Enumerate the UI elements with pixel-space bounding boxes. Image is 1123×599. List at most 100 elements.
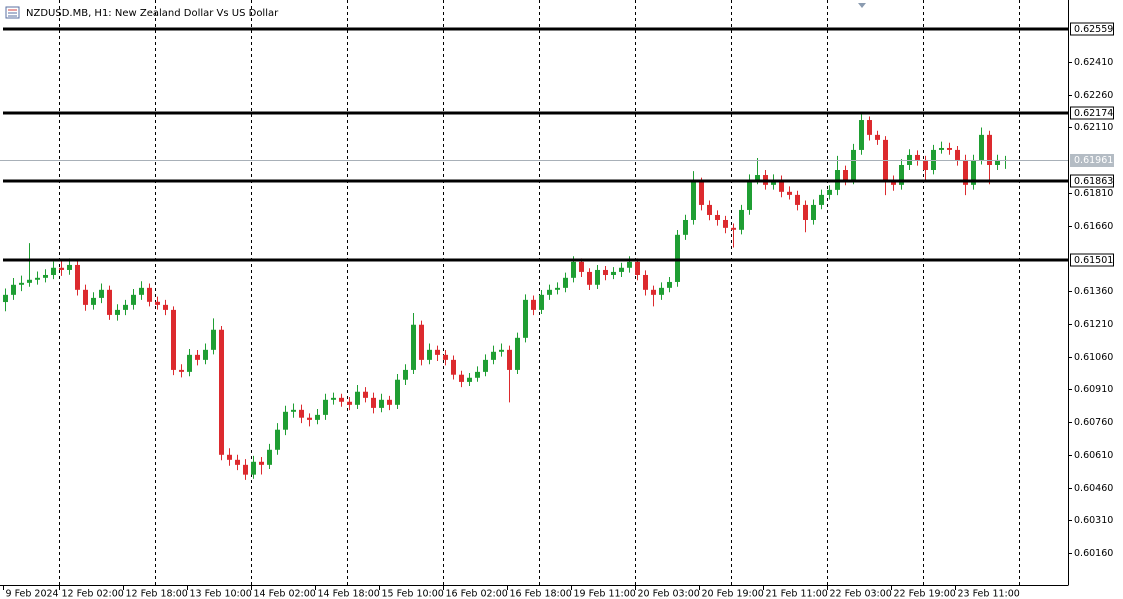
candle-body — [387, 399, 392, 405]
candle-body — [131, 294, 136, 305]
candle-body — [507, 349, 512, 370]
candle-body — [667, 281, 672, 288]
candle-body — [707, 204, 712, 215]
level-label: 0.61863 — [1074, 176, 1113, 187]
y-tick-label: 0.60460 — [1074, 483, 1113, 494]
x-tick-label: 23 Feb 11:00 — [958, 589, 1020, 599]
candle-body — [115, 309, 120, 315]
candle-body — [211, 329, 216, 350]
x-tick-label: 16 Feb 18:00 — [510, 589, 572, 599]
scroll-marker — [858, 3, 866, 8]
candle-body — [331, 397, 336, 400]
x-tick-label: 14 Feb 02:00 — [254, 589, 316, 599]
candle-body — [355, 391, 360, 405]
title-block: NZDUSD.MB, H1: New Zealand Dollar Vs US … — [5, 6, 279, 19]
candle-body — [347, 401, 352, 405]
y-tick-label: 0.60610 — [1074, 450, 1113, 461]
candles-layer — [3, 114, 1008, 480]
candle-body — [987, 134, 992, 165]
candle-body — [539, 294, 544, 310]
x-tick-label: 12 Feb 02:00 — [62, 589, 124, 599]
candle-body — [555, 287, 560, 290]
candle-body — [523, 299, 528, 338]
levels-layer: 0.61961 0.62559 0.62174 0.61863 0.61501 — [0, 22, 1114, 267]
candle-body — [915, 154, 920, 160]
x-tick-label: 9 Feb 2024 — [6, 589, 59, 599]
candle-body — [611, 271, 616, 275]
candle-body — [107, 289, 112, 315]
candle-body — [995, 159, 1000, 165]
candle-body — [715, 214, 720, 220]
candle-body — [51, 267, 56, 275]
level-label-box — [1070, 253, 1114, 267]
candle-body — [195, 354, 200, 360]
candle-body — [851, 149, 856, 180]
candle-body — [875, 134, 880, 140]
y-tick-label: 0.60310 — [1074, 515, 1113, 526]
candle-body — [59, 267, 64, 270]
y-tick-label: 0.62110 — [1074, 122, 1113, 133]
candle-body — [171, 309, 176, 370]
candle-body — [619, 267, 624, 272]
y-tick-label: 0.62260 — [1074, 90, 1113, 101]
candle-body — [827, 189, 832, 195]
candle-body — [299, 409, 304, 418]
candle-body — [123, 304, 128, 310]
candle-body — [483, 359, 488, 372]
candle-body — [747, 179, 752, 210]
x-tick-label: 21 Feb 11:00 — [766, 589, 828, 599]
candle-body — [635, 261, 640, 275]
x-tick-label: 13 Feb 10:00 — [190, 589, 252, 599]
candle-body — [291, 409, 296, 412]
candle-body — [923, 159, 928, 171]
candle-body — [779, 179, 784, 192]
x-tick-label: 20 Feb 03:00 — [638, 589, 700, 599]
x-tick-label: 16 Feb 02:00 — [446, 589, 508, 599]
axis-layer: 0.62410 0.62260 0.62110 0.61810 0.61660 0.613… — [3, 57, 1113, 599]
x-tick-label: 14 Feb 18:00 — [318, 589, 380, 599]
candle-body — [979, 134, 984, 160]
candle-body — [35, 277, 40, 280]
candle-body — [147, 287, 152, 302]
grid-layer — [59, 0, 1020, 585]
candle-body — [691, 182, 696, 220]
y-tick-label: 0.60910 — [1074, 384, 1113, 395]
candle-body — [955, 149, 960, 160]
candle-body — [315, 414, 320, 420]
y-tick-label: 0.60160 — [1074, 548, 1113, 559]
candle-body — [907, 154, 912, 165]
candle-body — [411, 324, 416, 370]
candle-body — [443, 354, 448, 360]
candle-body — [339, 397, 344, 402]
candle-body — [499, 349, 504, 352]
level-label: 0.62559 — [1074, 24, 1113, 35]
candle-body — [163, 304, 168, 310]
candle-body — [491, 351, 496, 360]
candle-body — [139, 287, 144, 295]
candle-body — [67, 264, 72, 270]
x-tick-label: 22 Feb 03:00 — [830, 589, 892, 599]
candle-body — [563, 277, 568, 288]
candle-body — [155, 301, 160, 305]
candle-body — [379, 399, 384, 408]
candle-body — [475, 371, 480, 378]
x-tick-label: 12 Feb 18:00 — [126, 589, 188, 599]
candle-body — [99, 289, 104, 298]
candle-body — [547, 289, 552, 295]
candle-body — [947, 147, 952, 150]
candle-body — [91, 297, 96, 305]
candle-body — [803, 204, 808, 220]
candle-body — [451, 359, 456, 375]
x-tick-label: 15 Feb 10:00 — [382, 589, 444, 599]
candle-body — [203, 349, 208, 360]
candle-body — [275, 429, 280, 450]
candle-body — [19, 282, 24, 285]
candle-body — [251, 461, 256, 475]
candle-body — [659, 287, 664, 295]
level-label-box — [1070, 174, 1114, 188]
candle-body — [427, 349, 432, 360]
candle-body — [939, 147, 944, 150]
candle-body — [75, 264, 80, 290]
candle-body — [307, 417, 312, 420]
candle-body — [179, 369, 184, 372]
